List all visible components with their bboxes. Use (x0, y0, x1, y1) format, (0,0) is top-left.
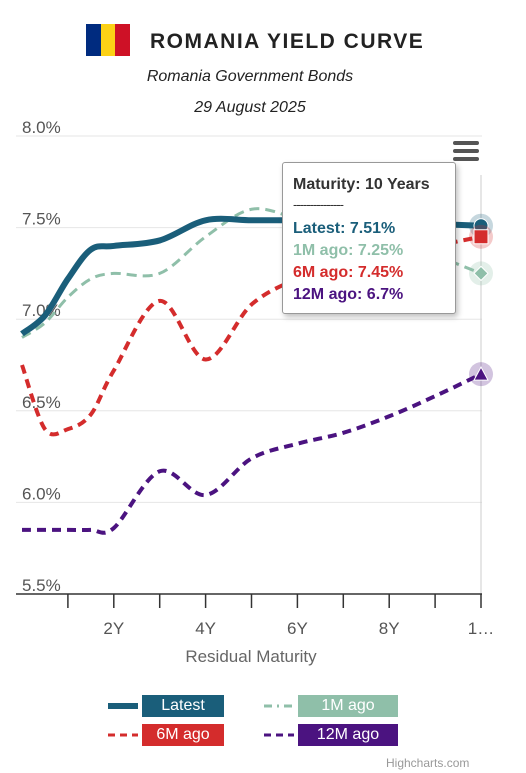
legend-item-6m[interactable]: 6M ago (108, 724, 228, 746)
legend-symbol-6m (108, 733, 138, 737)
tooltip-latest: Latest: 7.51% (293, 220, 396, 237)
tooltip-separator: --------------- (293, 197, 344, 212)
chart-header: ROMANIA YIELD CURVE Romania Government B… (0, 0, 526, 125)
tooltip-6m: 6M ago: 7.45% (293, 264, 404, 281)
legend-symbol-latest (108, 703, 138, 709)
tooltip-1m: 1M ago: 7.25% (293, 242, 404, 259)
chart-subtitle: Romania Government Bonds (146, 68, 354, 85)
legend-label: Latest (142, 695, 224, 717)
x-tick-label: 2Y (103, 619, 124, 638)
legend-symbol-12m (264, 733, 294, 737)
tooltip: Maturity: 10 Years --------------- Lates… (282, 162, 456, 314)
chart-title: ROMANIA YIELD CURVE (150, 30, 425, 53)
series-6m-line (20, 234, 482, 437)
y-tick-label: 6.0% (22, 484, 61, 503)
flag-stripe-blue (86, 24, 101, 56)
x-tick-label: 6Y (287, 619, 308, 638)
x-tick-label: 8Y (379, 619, 400, 638)
y-tick-label: 6.5% (22, 393, 61, 412)
tooltip-12m: 12M ago: 6.7% (293, 286, 404, 303)
hamburger-menu-icon[interactable] (453, 141, 479, 163)
x-tick-label: 4Y (195, 619, 216, 638)
y-tick-label: 8.0% (22, 118, 61, 137)
legend-label: 1M ago (298, 695, 398, 717)
flag-stripe-yellow (100, 24, 116, 56)
marker-12m (473, 366, 489, 381)
romania-flag-icon (86, 24, 131, 56)
legend-label: 6M ago (142, 724, 224, 746)
x-axis-label: Residual Maturity (185, 647, 317, 666)
legend-item-12m[interactable]: 12M ago (264, 724, 404, 746)
marker-6m (473, 229, 489, 245)
legend-item-1m[interactable]: 1M ago (264, 695, 404, 717)
legend-item-latest[interactable]: Latest (108, 695, 228, 717)
credits-link[interactable]: Highcharts.com (386, 756, 470, 770)
x-tick-label: 1… (468, 619, 494, 638)
y-tick-label: 5.5% (22, 576, 61, 595)
chart-date: 29 August 2025 (194, 99, 306, 116)
series-12m-line (22, 372, 482, 535)
flag-stripe-red (115, 24, 131, 56)
y-tick-label: 7.5% (22, 210, 61, 229)
marker-1m (473, 265, 489, 282)
tooltip-header: Maturity: 10 Years (293, 176, 430, 193)
legend-label: 12M ago (298, 724, 398, 746)
legend-symbol-1m (264, 704, 294, 708)
